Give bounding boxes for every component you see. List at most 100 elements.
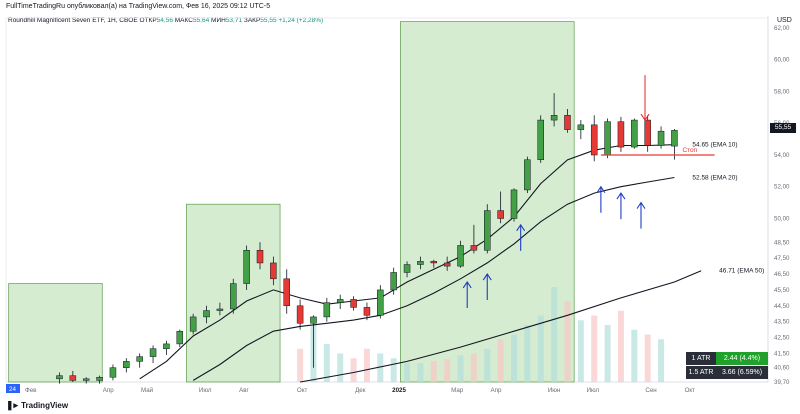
price-tick-label: 62,00 bbox=[774, 25, 790, 32]
publisher-text: FullTimeTradingRu опубликовал(а) на Trad… bbox=[6, 3, 271, 10]
ema-line bbox=[300, 270, 702, 383]
volume-bar bbox=[497, 339, 504, 382]
plot-frame bbox=[5, 17, 769, 383]
candle-body bbox=[631, 119, 638, 148]
price-tick-label: 42,50 bbox=[774, 335, 790, 342]
atr-panel: 1 ATR 2.44 (4.4%) 1.5 ATR 3.66 (6.59%) bbox=[686, 352, 768, 380]
candle-body bbox=[270, 262, 277, 280]
arrow-down-icon bbox=[640, 75, 650, 122]
time-tick-label: 24 bbox=[9, 386, 16, 393]
candle-body bbox=[390, 272, 397, 291]
ema-line bbox=[192, 176, 675, 381]
volume-bar bbox=[524, 325, 531, 382]
candle-body bbox=[524, 159, 531, 191]
atr-value: 3.66 (6.59%) bbox=[716, 366, 768, 379]
candle-body bbox=[82, 378, 90, 381]
candle-body bbox=[657, 130, 665, 146]
volume-bar bbox=[377, 353, 384, 382]
volume-bar bbox=[430, 361, 437, 382]
volume-bar bbox=[631, 329, 638, 382]
atr-row-2: 1.5 ATR 3.66 (6.59%) bbox=[686, 366, 768, 379]
arrow-up-icon bbox=[616, 192, 626, 220]
candle-body bbox=[323, 302, 331, 318]
arrow-up-icon bbox=[636, 201, 646, 229]
last-price-tag: 55,55 bbox=[770, 123, 796, 133]
tradingview-footer: ❚▸ TradingView bbox=[6, 400, 68, 411]
arrow-up-icon bbox=[516, 223, 526, 251]
low-value: 53,71 bbox=[225, 17, 243, 24]
price-tick-label: 52,00 bbox=[774, 184, 790, 191]
atr-label: 1.5 ATR bbox=[686, 366, 716, 379]
candle-body bbox=[163, 343, 170, 349]
candle-body bbox=[336, 299, 344, 303]
volume-bar bbox=[390, 358, 397, 382]
time-tick-label: 2025 bbox=[392, 387, 406, 394]
volume-bar bbox=[537, 315, 544, 382]
atr-label: 1 ATR bbox=[686, 352, 716, 365]
atr-value: 2.44 (4.4%) bbox=[716, 352, 768, 365]
candle-body bbox=[363, 307, 371, 316]
candle-body bbox=[283, 278, 290, 307]
price-tick-label: 44,50 bbox=[774, 303, 790, 310]
candle-body bbox=[644, 119, 651, 146]
arrow-up-icon bbox=[596, 185, 606, 213]
time-tick-label: Июн bbox=[548, 387, 561, 394]
volume-bar bbox=[658, 339, 665, 382]
candle-body bbox=[189, 316, 197, 332]
time-tick-label: Май bbox=[141, 387, 154, 394]
candle-body bbox=[470, 245, 478, 251]
candle-body bbox=[577, 124, 585, 130]
candle-body bbox=[550, 115, 558, 121]
candle-body bbox=[136, 356, 143, 362]
arrow-up-icon bbox=[482, 273, 492, 301]
price-tick-label: 60,00 bbox=[774, 57, 790, 64]
volume-bar bbox=[323, 344, 330, 382]
candle-body bbox=[243, 249, 250, 284]
candle-body bbox=[69, 375, 77, 381]
currency-label: USD bbox=[777, 17, 792, 24]
candle-body bbox=[617, 121, 625, 148]
price-tick-label: 45,50 bbox=[774, 287, 790, 294]
candle-body bbox=[123, 361, 130, 368]
time-tick-label: Окт bbox=[297, 387, 308, 394]
candle-body bbox=[350, 299, 357, 308]
candle-body bbox=[537, 119, 544, 161]
ema-label: 54.65 (EMA 10) bbox=[692, 142, 737, 149]
volume-bar bbox=[591, 315, 598, 382]
volume-bar bbox=[404, 363, 411, 382]
volume-bar bbox=[617, 310, 624, 382]
candle-body bbox=[56, 375, 63, 380]
candle-body bbox=[484, 210, 491, 251]
time-tick-label: Фев bbox=[25, 387, 37, 394]
price-tick-label: 41,50 bbox=[774, 350, 790, 357]
ema-label: 52.58 (EMA 20) bbox=[692, 175, 737, 182]
tradingview-logo-icon: ❚▸ bbox=[6, 400, 19, 410]
volume-bar bbox=[470, 353, 477, 382]
time-tick-label: Авг bbox=[239, 387, 249, 394]
time-tick-label: Окт bbox=[685, 387, 696, 394]
volume-bar bbox=[350, 358, 357, 382]
close-label: ЗАКР bbox=[243, 17, 261, 24]
candle-body bbox=[430, 261, 438, 264]
volume-bar bbox=[484, 348, 491, 382]
time-tick-label: Дек bbox=[355, 387, 366, 394]
candle-body bbox=[109, 367, 117, 378]
candle-body bbox=[296, 305, 304, 324]
time-tick-label: Июл bbox=[587, 387, 600, 394]
candle-body bbox=[457, 245, 464, 267]
candle-body bbox=[590, 124, 598, 156]
zone-rect bbox=[8, 283, 103, 383]
volume-bar bbox=[363, 348, 370, 382]
candle-body bbox=[176, 330, 184, 345]
price-tick-label: 47,50 bbox=[774, 255, 790, 262]
high-label: МАКС bbox=[174, 17, 193, 24]
change-value: +1,24 (+2,28%) bbox=[278, 17, 324, 24]
volume-bar bbox=[551, 287, 558, 382]
arrow-up-icon bbox=[462, 280, 472, 308]
volume-bar bbox=[417, 363, 424, 382]
volume-bar bbox=[644, 334, 651, 382]
candle-body bbox=[256, 249, 264, 264]
volume-bar bbox=[564, 301, 571, 382]
volume-bar bbox=[604, 325, 611, 382]
